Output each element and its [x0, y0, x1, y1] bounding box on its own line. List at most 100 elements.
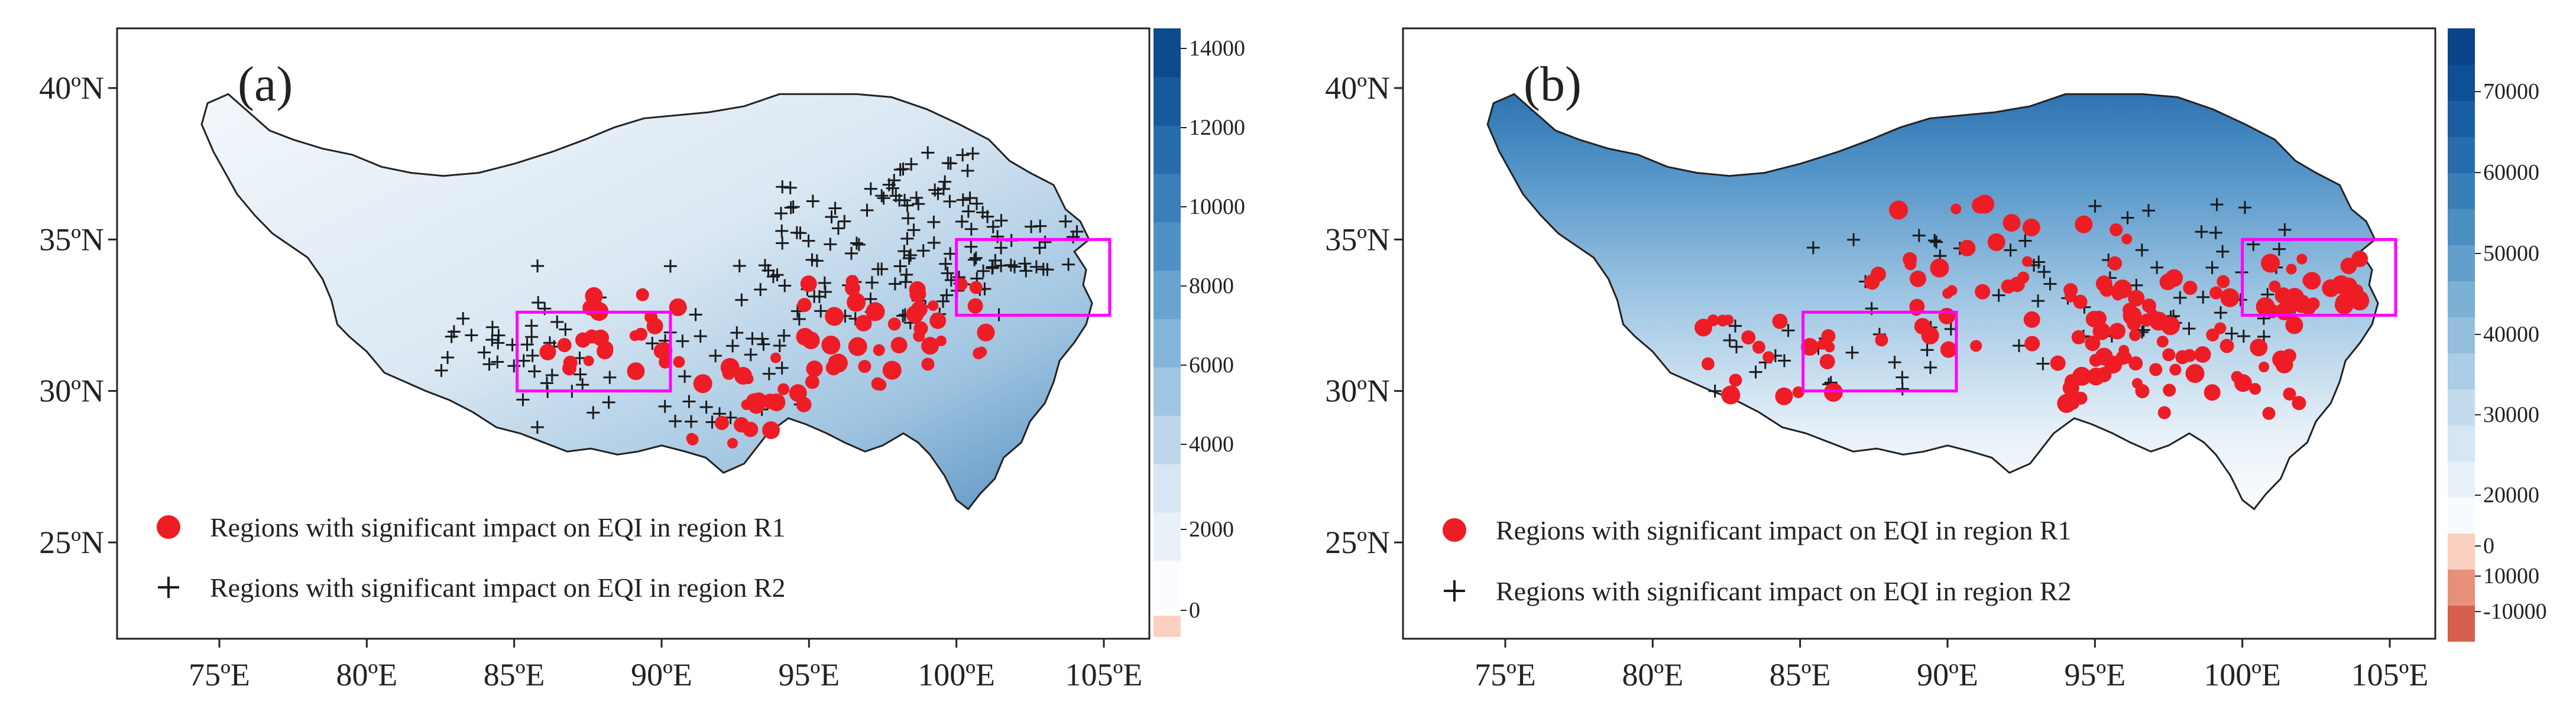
- circle-marker: [583, 355, 594, 366]
- circle-marker: [720, 357, 740, 377]
- cross-marker: [902, 212, 915, 225]
- x-tick-label: 85ºE: [484, 657, 545, 693]
- circle-marker: [2095, 324, 2109, 337]
- cross-marker: [770, 268, 784, 282]
- circle-marker: [2217, 275, 2230, 288]
- colorbar-cell: [1153, 415, 1181, 464]
- cross-marker: [531, 259, 545, 273]
- colorbar-cell: [2448, 317, 2475, 353]
- circle-marker: [858, 360, 871, 373]
- cross-marker: [528, 365, 542, 378]
- colorbar-cell: [1153, 28, 1181, 77]
- cross-marker: [900, 268, 913, 281]
- cross-marker: [1895, 382, 1909, 396]
- cross-marker: [2043, 277, 2057, 291]
- circle-marker: [2274, 287, 2292, 304]
- cross-marker: [986, 220, 1000, 233]
- circle-marker: [913, 330, 925, 342]
- cross-marker: [2182, 322, 2196, 336]
- cross-marker: [2036, 357, 2050, 370]
- colorbar-cell: [2448, 173, 2475, 209]
- legend-r2-label: Regions with significant impact on EQI i…: [210, 573, 786, 603]
- x-axis: 75ºE 80ºE 85ºE 90ºE 95ºE 100ºE 105ºE: [1475, 639, 2428, 693]
- colorbar-cell: [2448, 497, 2475, 534]
- cross-marker: [909, 191, 923, 204]
- y-tick-label: 40ºN: [1325, 70, 1390, 106]
- cross-marker: [1070, 225, 1084, 239]
- cross-marker: [1038, 235, 1052, 249]
- region-r1-box: [1801, 310, 1958, 393]
- cross-marker: [838, 214, 851, 228]
- colorbar-cell: [2448, 389, 2475, 425]
- cross-marker: [2237, 329, 2250, 343]
- cross-marker: [864, 182, 877, 196]
- circle-marker: [976, 346, 987, 357]
- colorbar-tick-label: -10000: [2483, 599, 2547, 624]
- circle-marker: [2112, 279, 2132, 299]
- cross-marker: [762, 367, 776, 381]
- colorbar-cell: [1153, 125, 1181, 174]
- cross-marker: [694, 330, 707, 343]
- cross-marker: [2225, 327, 2238, 340]
- circle-marker: [921, 357, 935, 371]
- circle-marker: [1694, 318, 1713, 337]
- cross-marker: [1036, 262, 1050, 276]
- cross-marker: [2037, 265, 2051, 279]
- cross-marker: [912, 197, 925, 211]
- cross-marker: [485, 333, 499, 347]
- cross-marker: [921, 146, 935, 160]
- circle-marker: [2022, 256, 2033, 267]
- cross-marker: [682, 395, 696, 408]
- cross-marker: [669, 414, 682, 428]
- region-r1-box: [516, 310, 672, 393]
- plateau-outline: [1486, 93, 2379, 511]
- circle-marker: [2022, 218, 2040, 236]
- cross-marker: [2216, 245, 2230, 258]
- legend-r1-label: Regions with significant impact on EQI i…: [1496, 515, 2072, 545]
- colorbar-cell: [2448, 425, 2475, 461]
- circle-marker: [1701, 357, 1715, 370]
- legend-cross-marker: [1444, 580, 1465, 602]
- legend: Regions with significant impact on EQI i…: [1443, 515, 2072, 606]
- circle-marker: [1975, 284, 1991, 300]
- circle-marker: [2194, 346, 2211, 363]
- cross-marker: [1033, 241, 1046, 255]
- circle-marker: [669, 298, 687, 316]
- circle-marker: [2072, 366, 2091, 386]
- circle-marker: [825, 307, 844, 326]
- circle-marker: [762, 394, 778, 409]
- cross-marker: [907, 223, 921, 237]
- cross-marker: [994, 241, 1008, 255]
- cross-marker: [1928, 233, 1942, 247]
- panel-label: (a): [238, 57, 293, 112]
- cross-marker: [733, 259, 746, 273]
- circle-marker: [2249, 383, 2261, 395]
- circle-marker: [1752, 340, 1765, 354]
- cross-marker: [2031, 294, 2045, 308]
- cross-marker: [1059, 214, 1072, 228]
- circle-marker: [539, 343, 556, 360]
- circle-marker: [1775, 387, 1793, 405]
- cross-marker: [1847, 233, 1861, 246]
- circle-marker: [888, 362, 902, 375]
- circle-marker: [1819, 353, 1835, 369]
- circle-marker: [2351, 251, 2368, 268]
- colorbar-cell: [1153, 173, 1181, 223]
- circle-marker: [929, 312, 947, 329]
- cross-marker: [888, 277, 902, 291]
- cross-marker: [944, 247, 957, 261]
- circle-marker: [1821, 329, 1836, 344]
- circle-marker: [887, 317, 901, 331]
- circle-marker: [563, 355, 578, 370]
- colorbar-tick-label: 60000: [2483, 160, 2539, 185]
- cross-marker: [784, 201, 798, 214]
- cross-marker: [994, 214, 1008, 227]
- cross-marker: [818, 285, 832, 299]
- legend-circle-marker: [157, 515, 180, 539]
- cross-marker: [465, 329, 478, 342]
- circle-marker: [2118, 351, 2132, 365]
- colorbar-tick-label: 50000: [2483, 241, 2539, 266]
- circle-marker: [1875, 333, 1888, 347]
- cross-marker: [897, 245, 911, 258]
